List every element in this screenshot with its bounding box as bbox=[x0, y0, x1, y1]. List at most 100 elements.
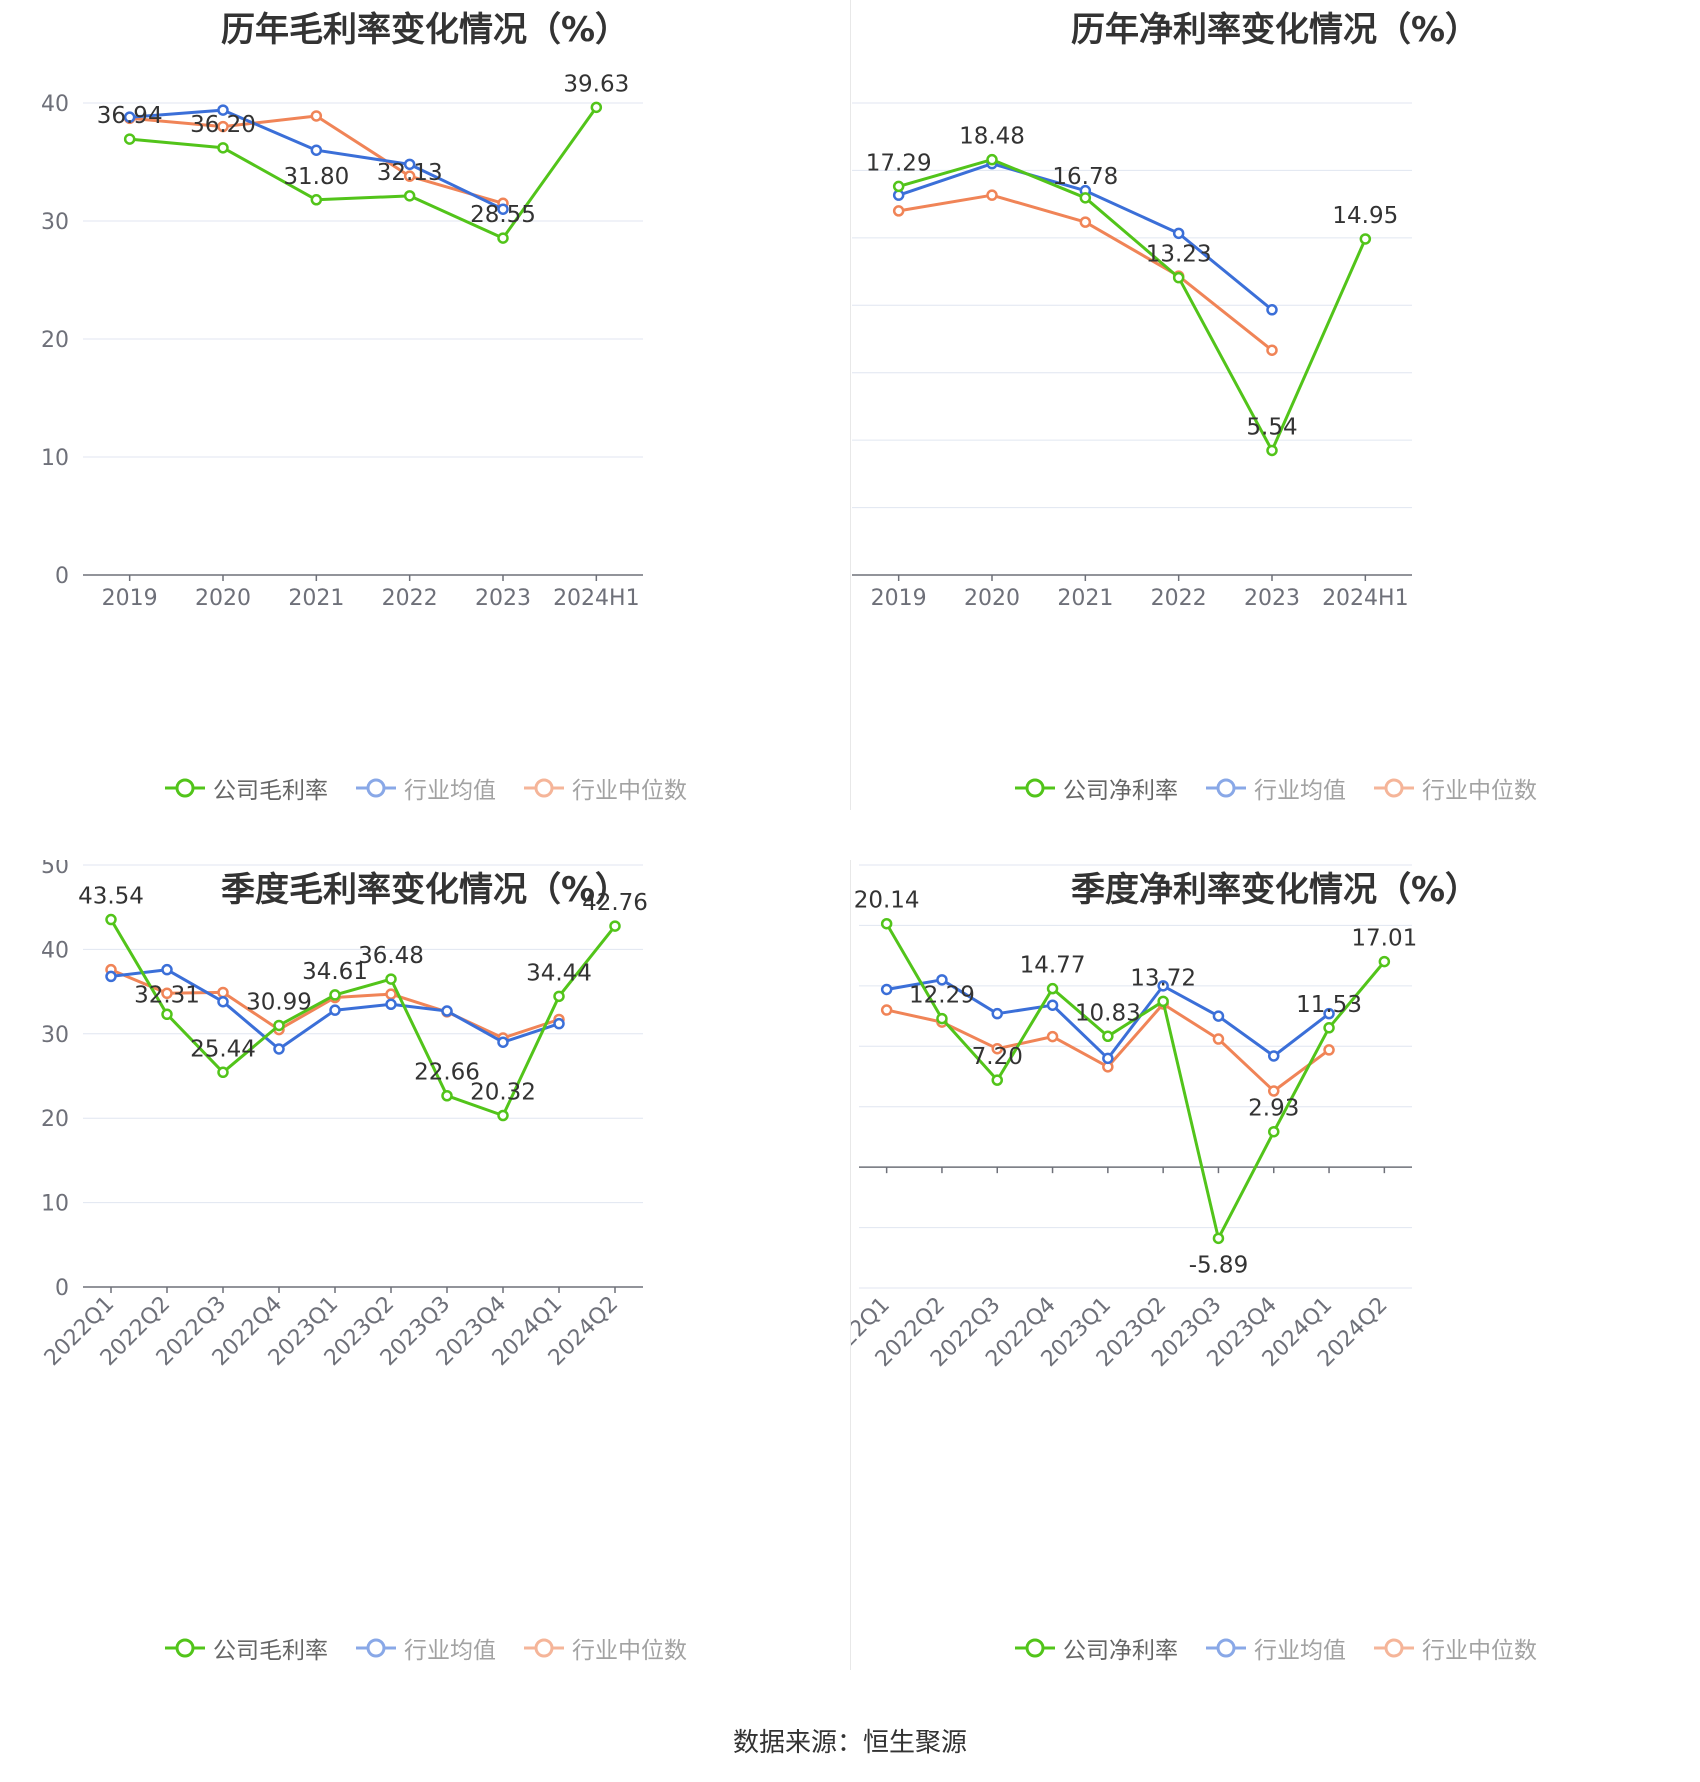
legend-label: 行业均值 bbox=[1254, 1638, 1346, 1664]
x-tick-label: 2020 bbox=[964, 586, 1020, 611]
data-point-avg bbox=[161, 963, 173, 976]
legend-item-company[interactable]: 公司毛利率 bbox=[163, 1631, 328, 1665]
data-label: 5.54 bbox=[1246, 414, 1297, 440]
data-point-company bbox=[310, 194, 323, 206]
legend-item-median[interactable]: 行业中位数 bbox=[1372, 771, 1537, 805]
data-point-avg bbox=[497, 1036, 509, 1048]
data-label: 39.63 bbox=[563, 71, 629, 97]
data-label: 34.61 bbox=[302, 959, 368, 985]
data-point-median bbox=[161, 987, 173, 1000]
legend-item-median[interactable]: 行业中位数 bbox=[1372, 1631, 1537, 1665]
legend: 公司净利率 行业均值 行业中位数 bbox=[850, 771, 1700, 805]
data-point-company bbox=[217, 142, 229, 154]
data-label: 14.77 bbox=[1020, 953, 1086, 979]
legend: 公司毛利率 行业均值 行业中位数 bbox=[0, 771, 850, 805]
data-point-company bbox=[1378, 955, 1391, 968]
legend-marker-icon bbox=[356, 1638, 396, 1658]
data-point-company bbox=[991, 1074, 1003, 1086]
data-label: 36.20 bbox=[190, 112, 256, 138]
data-point-avg bbox=[1212, 1010, 1225, 1022]
data-label: 7.20 bbox=[972, 1044, 1023, 1070]
series-line-company bbox=[898, 158, 1367, 452]
legend-item-company[interactable]: 公司净利率 bbox=[1013, 771, 1178, 805]
data-point-company bbox=[1268, 1125, 1280, 1138]
y-tick-label: 30 bbox=[41, 1023, 69, 1048]
data-point-company bbox=[880, 917, 893, 930]
data-point-avg bbox=[1102, 1052, 1114, 1065]
plot-area: 036912151821201920202021202220232024H117… bbox=[852, 102, 1412, 611]
data-point-median bbox=[880, 1004, 893, 1016]
legend-item-median[interactable]: 行业中位数 bbox=[522, 771, 687, 805]
data-label: 43.54 bbox=[78, 884, 144, 910]
data-point-avg bbox=[403, 158, 416, 171]
legend-item-avg[interactable]: 行业均值 bbox=[354, 771, 496, 805]
legend-item-median[interactable]: 行业中位数 bbox=[522, 1631, 687, 1665]
legend-label: 公司毛利率 bbox=[213, 778, 328, 804]
data-point-median bbox=[385, 988, 397, 1000]
panel-divider-bottom bbox=[850, 860, 851, 1670]
legend-marker-icon bbox=[356, 778, 396, 798]
data-label: 32.31 bbox=[134, 982, 200, 1008]
data-point-avg bbox=[329, 1004, 341, 1016]
data-point-avg bbox=[497, 203, 509, 215]
data-point-median bbox=[1268, 1085, 1280, 1097]
data-point-company bbox=[936, 1012, 948, 1025]
data-point-avg bbox=[991, 1007, 1003, 1020]
legend-label: 公司净利率 bbox=[1063, 778, 1178, 804]
data-point-median bbox=[1212, 1033, 1225, 1045]
y-tick-label: 30 bbox=[41, 210, 69, 235]
data-point-avg bbox=[217, 995, 229, 1008]
data-point-avg bbox=[1268, 1050, 1280, 1062]
legend-item-avg[interactable]: 行业均值 bbox=[1204, 1631, 1346, 1665]
quarterly-gross-margin-chart: 季度毛利率变化情况（%） 0 10 20 30 40 50 2022Q1 2022Q2 2022… bbox=[0, 860, 850, 1690]
data-label: 14.95 bbox=[1332, 203, 1398, 229]
data-label: 18.48 bbox=[959, 124, 1025, 150]
data-point-median bbox=[217, 120, 229, 133]
data-point-median bbox=[991, 1042, 1003, 1055]
data-label: 31.80 bbox=[283, 164, 349, 190]
y-tick-label: 10 bbox=[41, 446, 69, 471]
x-tick-label: 2021 bbox=[288, 586, 344, 611]
legend-label: 行业中位数 bbox=[572, 778, 687, 804]
y-tick-label: 50 bbox=[41, 860, 69, 879]
data-point-company bbox=[161, 1008, 173, 1021]
data-label: 13.72 bbox=[1130, 965, 1196, 991]
data-point-company bbox=[1266, 444, 1278, 457]
data-label: 22.66 bbox=[414, 1060, 480, 1086]
legend-item-company[interactable]: 公司净利率 bbox=[1013, 1631, 1178, 1665]
chart-title: 季度净利率变化情况（%） bbox=[1070, 870, 1480, 910]
data-point-company bbox=[892, 180, 905, 193]
data-point-company bbox=[1212, 1232, 1225, 1245]
legend-marker-icon bbox=[1374, 1638, 1414, 1658]
data-label: 10.83 bbox=[1075, 1000, 1141, 1026]
legend-marker-icon bbox=[524, 1638, 564, 1658]
data-point-company bbox=[1359, 233, 1372, 245]
data-point-avg bbox=[1046, 999, 1059, 1011]
data-label: 20.32 bbox=[470, 1079, 536, 1105]
data-label: 42.76 bbox=[582, 890, 648, 916]
y-tick-label: 20 bbox=[41, 328, 69, 353]
y-tick-label: 10 bbox=[41, 1192, 69, 1217]
y-tick-label: 20 bbox=[41, 1107, 69, 1132]
data-point-avg bbox=[273, 1043, 285, 1055]
chart-title: 历年毛利率变化情况（%） bbox=[220, 10, 630, 50]
legend-item-avg[interactable]: 行业均值 bbox=[1204, 771, 1346, 805]
data-point-median bbox=[1046, 1030, 1059, 1043]
series-line-company bbox=[129, 106, 598, 240]
data-point-avg bbox=[553, 1017, 565, 1030]
legend-label: 行业中位数 bbox=[572, 1638, 687, 1664]
y-tick-label: 0 bbox=[55, 564, 69, 589]
data-label: 36.48 bbox=[358, 943, 424, 969]
data-label: 13.23 bbox=[1146, 242, 1212, 268]
quarterly-net-margin-chart: 季度净利率变化情况（%） -10-505101520252022Q12022Q2… bbox=[850, 860, 1700, 1690]
data-point-company bbox=[105, 913, 117, 926]
legend-item-avg[interactable]: 行业均值 bbox=[354, 1631, 496, 1665]
data-point-median bbox=[403, 170, 416, 182]
data-point-company bbox=[1323, 1022, 1335, 1034]
x-tick-label: 2024H1 bbox=[553, 586, 640, 611]
data-point-company bbox=[986, 153, 998, 166]
data-point-company bbox=[553, 990, 565, 1003]
legend-item-company[interactable]: 公司毛利率 bbox=[163, 771, 328, 805]
data-point-company bbox=[217, 1066, 229, 1079]
data-point-avg bbox=[1266, 304, 1278, 316]
